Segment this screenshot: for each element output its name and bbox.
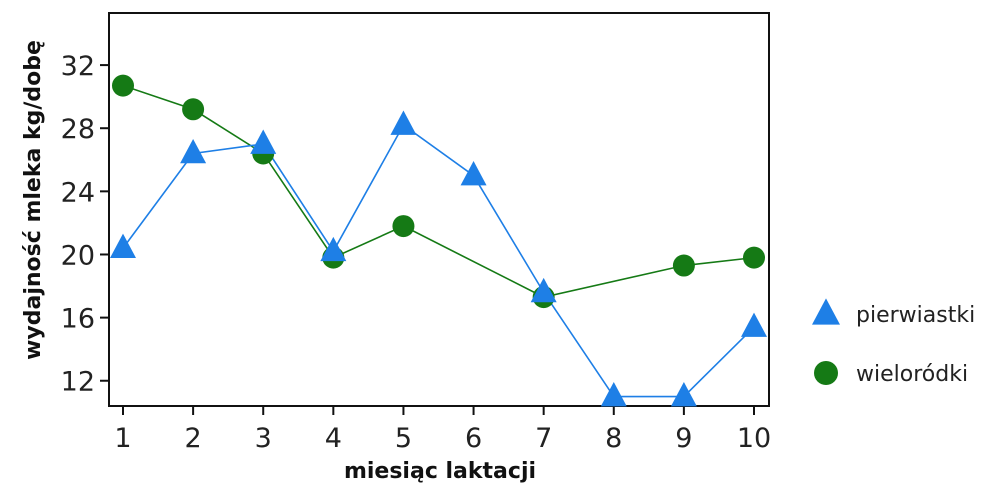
y-tick-label: 32 bbox=[61, 51, 95, 82]
data-point-pierwiastki bbox=[390, 110, 417, 135]
legend-marker-wieloródki bbox=[814, 361, 838, 385]
y-axis-ticks: 12 16 20 24 28 32 bbox=[61, 51, 109, 398]
x-axis-title: miesiąc laktacji bbox=[344, 459, 536, 484]
data-point-wieloródki bbox=[672, 254, 695, 277]
data-point-pierwiastki bbox=[180, 138, 207, 164]
data-point-pierwiastki bbox=[600, 382, 627, 407]
series-markers bbox=[110, 74, 767, 407]
data-point-pierwiastki bbox=[741, 312, 767, 337]
x-tick-label: 10 bbox=[737, 423, 771, 454]
y-tick-label: 20 bbox=[61, 240, 95, 271]
series-line-wieloródki bbox=[122, 84, 755, 298]
legend: pierwiastki wieloródki bbox=[812, 298, 975, 387]
x-tick-label: 4 bbox=[325, 423, 342, 454]
y-tick-label: 16 bbox=[61, 304, 95, 335]
data-point-wieloródki bbox=[182, 98, 205, 121]
legend-label-wieloródki: wieloródki bbox=[856, 362, 968, 387]
data-point-pierwiastki bbox=[530, 277, 557, 303]
data-point-pierwiastki bbox=[670, 382, 697, 407]
data-point-wieloródki bbox=[743, 246, 765, 269]
x-tick-label: 2 bbox=[185, 423, 202, 454]
legend-label-pierwiastki: pierwiastki bbox=[856, 303, 975, 328]
y-tick-label: 12 bbox=[61, 367, 95, 398]
data-point-pierwiastki bbox=[460, 161, 487, 186]
legend-marker-pierwiastki bbox=[812, 298, 840, 325]
series-lines bbox=[122, 84, 755, 398]
x-tick-label: 3 bbox=[255, 423, 272, 454]
x-tick-label: 9 bbox=[675, 423, 692, 454]
data-point-pierwiastki bbox=[110, 233, 136, 258]
data-point-pierwiastki bbox=[250, 129, 277, 154]
y-tick-label: 28 bbox=[61, 114, 95, 145]
y-axis-title: wydajność mleka kg/dobę bbox=[21, 40, 46, 360]
data-point-wieloródki bbox=[392, 215, 415, 238]
plot-frame bbox=[108, 12, 770, 407]
y-tick-label: 24 bbox=[61, 177, 95, 208]
series-line-pierwiastki bbox=[122, 123, 755, 398]
data-point-pierwiastki bbox=[320, 236, 347, 262]
x-tick-label: 1 bbox=[114, 423, 131, 454]
x-tick-label: 8 bbox=[605, 423, 622, 454]
data-point-wieloródki bbox=[112, 74, 134, 97]
x-axis-ticks: 1 2 3 4 5 6 7 8 9 10 bbox=[114, 406, 771, 454]
x-tick-label: 6 bbox=[465, 423, 482, 454]
x-tick-label: 7 bbox=[535, 423, 552, 454]
x-tick-label: 5 bbox=[395, 423, 412, 454]
